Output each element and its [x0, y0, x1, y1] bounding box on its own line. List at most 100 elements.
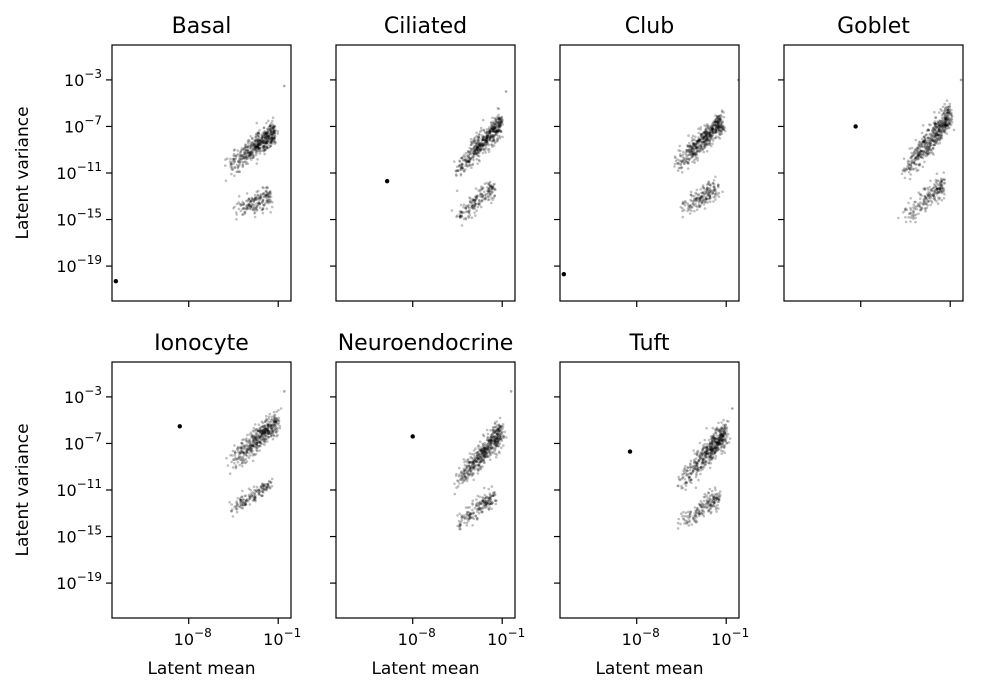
data-point	[245, 149, 248, 153]
data-point	[471, 163, 474, 167]
data-point	[273, 125, 277, 129]
data-point	[467, 153, 470, 157]
data-point	[271, 424, 275, 427]
data-point	[709, 200, 712, 203]
x-tick-label: 10−1	[263, 626, 301, 649]
y-axis-label: Latent variance	[13, 106, 33, 239]
data-point	[495, 133, 499, 136]
data-point	[252, 444, 255, 447]
data-point	[266, 146, 269, 149]
data-point	[267, 430, 271, 433]
data-point	[249, 152, 253, 156]
data-point	[249, 200, 253, 203]
data-point	[910, 151, 913, 155]
data-point	[497, 107, 501, 111]
data-point	[480, 141, 483, 145]
data-point	[687, 162, 690, 165]
data-point	[269, 144, 272, 148]
data-point	[489, 493, 492, 497]
data-point	[681, 160, 684, 163]
data-point	[269, 140, 272, 143]
data-point	[469, 201, 473, 205]
data-point	[919, 193, 922, 197]
data-point	[262, 139, 266, 143]
data-point	[704, 463, 707, 467]
data-point	[902, 157, 906, 160]
data-point	[233, 160, 237, 163]
data-point	[699, 472, 702, 476]
data-point	[251, 454, 255, 457]
data-point	[494, 130, 498, 133]
data-point	[267, 125, 271, 129]
points-group	[224, 84, 286, 221]
plot-frame	[111, 44, 292, 302]
data-point	[467, 160, 471, 163]
data-point	[257, 147, 260, 151]
data-point	[467, 155, 471, 158]
data-point	[710, 493, 714, 496]
data-point	[466, 149, 470, 153]
data-point	[270, 136, 274, 140]
data-point	[466, 475, 470, 478]
data-point	[688, 212, 692, 215]
data-point	[245, 433, 249, 437]
data-point	[258, 139, 262, 142]
data-point	[458, 525, 461, 529]
data-point	[479, 126, 483, 130]
data-point	[494, 188, 497, 192]
panel-title: Neuroendocrine	[338, 331, 514, 356]
data-point	[720, 452, 723, 456]
data-point	[698, 512, 702, 516]
data-point	[907, 171, 911, 174]
data-point	[503, 430, 507, 434]
data-point	[490, 190, 494, 194]
data-point	[258, 141, 261, 145]
data-point	[481, 138, 485, 142]
data-point	[493, 127, 497, 130]
data-point	[477, 144, 481, 147]
data-point	[244, 457, 247, 461]
data-point	[683, 162, 686, 165]
data-point	[271, 133, 274, 136]
data-point	[249, 205, 252, 209]
data-point	[235, 506, 238, 509]
data-point	[491, 130, 495, 133]
data-point	[268, 412, 272, 416]
data-point	[921, 165, 925, 169]
data-point	[495, 129, 499, 133]
data-point	[256, 146, 260, 149]
data-point	[238, 450, 242, 453]
data-point	[477, 146, 481, 149]
data-point	[236, 152, 240, 156]
data-point	[914, 213, 918, 216]
data-point	[249, 200, 252, 204]
data-point	[715, 135, 718, 138]
data-point	[467, 203, 471, 207]
data-point	[243, 210, 246, 214]
data-point	[450, 209, 454, 212]
data-point	[715, 440, 718, 444]
data-point	[267, 192, 271, 195]
data-point	[731, 407, 734, 410]
data-point	[701, 447, 705, 451]
data-point	[256, 204, 259, 208]
data-point	[262, 186, 265, 190]
data-point	[485, 136, 489, 139]
data-point	[486, 130, 489, 133]
data-point	[268, 145, 272, 149]
data-point	[471, 150, 475, 153]
data-point	[910, 155, 914, 158]
data-point	[249, 205, 252, 209]
data-point	[477, 147, 480, 151]
data-point	[248, 153, 251, 157]
data-point	[488, 458, 492, 462]
data-point	[480, 143, 484, 146]
data-point	[487, 126, 491, 129]
data-point	[496, 130, 500, 133]
data-point	[465, 524, 469, 527]
data-point	[683, 468, 687, 471]
data-point	[254, 145, 258, 148]
data-point	[710, 451, 713, 455]
data-point	[490, 485, 494, 488]
data-point	[239, 149, 243, 153]
